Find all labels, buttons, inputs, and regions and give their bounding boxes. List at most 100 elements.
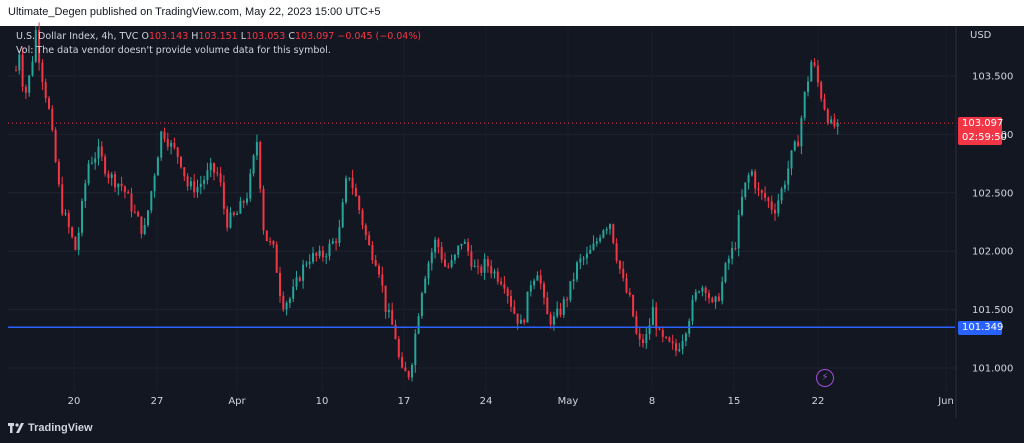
candle-body	[605, 229, 608, 231]
candle-body	[338, 227, 341, 243]
candle-body	[711, 298, 714, 303]
candle-body	[236, 213, 239, 215]
candle-body	[213, 162, 215, 173]
candle-body	[401, 357, 404, 368]
candle-body	[658, 328, 661, 330]
horizontal-line	[8, 122, 955, 328]
candle-body	[813, 62, 816, 66]
candle-body	[543, 283, 545, 298]
candle-body	[526, 291, 529, 323]
candle-body	[186, 176, 189, 187]
candle-body	[226, 208, 229, 228]
candle-body	[552, 316, 555, 325]
candle-body	[312, 252, 314, 262]
candle-body	[793, 141, 796, 151]
candle-body	[665, 336, 668, 338]
time-axis: 20 27 Apr 10 17 24 May 8 15 22 Jun	[68, 396, 954, 407]
candle-body	[110, 174, 113, 178]
lightning-icon[interactable]: ⚡	[816, 369, 834, 387]
candle-body	[407, 371, 410, 378]
candle-body	[724, 263, 727, 282]
candle-body	[642, 339, 644, 344]
candle-body	[305, 263, 308, 265]
candle-body	[539, 275, 542, 284]
candle-body	[127, 191, 130, 194]
candle-body	[698, 291, 701, 293]
candle-body	[203, 179, 206, 184]
candle-body	[519, 319, 522, 324]
brand[interactable]: TradingView	[8, 422, 93, 434]
y-tick-label: 102.000	[972, 247, 1013, 258]
candle-body	[628, 292, 631, 296]
candle-body	[160, 131, 163, 158]
candle-body	[404, 367, 407, 372]
candle-body	[183, 167, 186, 177]
candle-body	[618, 260, 621, 269]
x-tick-label: 8	[649, 396, 655, 407]
candle-body	[826, 109, 829, 123]
candle-body	[760, 190, 763, 193]
x-tick-label: 27	[151, 396, 164, 407]
candle-body	[585, 253, 588, 259]
candle-body	[153, 175, 156, 192]
candle-body	[262, 188, 265, 231]
candle-body	[668, 337, 671, 342]
candle-body	[51, 108, 54, 130]
candle-body	[661, 329, 664, 337]
tradingview-logo-icon	[8, 423, 24, 434]
candle-body	[579, 258, 582, 263]
candle-body	[348, 177, 351, 179]
chart-legend: U.S. Dollar Index, 4h, TVC O103.143 H103…	[16, 31, 421, 42]
candle-body	[48, 98, 50, 109]
candle-body	[77, 232, 80, 251]
candle-body	[493, 271, 496, 274]
candle-body	[315, 252, 318, 256]
candle-body	[582, 258, 585, 260]
candle-body	[638, 333, 641, 340]
volume-note: Vol: The data vendor doesn't provide vol…	[16, 45, 331, 56]
candle-body	[516, 313, 519, 324]
candle-body	[67, 213, 70, 228]
candle-body	[615, 243, 618, 261]
candle-body	[470, 251, 473, 267]
x-tick-label: 10	[316, 396, 329, 407]
candle-body	[645, 334, 648, 344]
candle-body	[569, 281, 572, 300]
candle-body	[265, 230, 268, 241]
candle-body	[279, 272, 281, 296]
candle-body	[84, 183, 87, 202]
candle-body	[44, 82, 47, 99]
candle-body	[589, 249, 592, 254]
candle-body	[371, 245, 374, 261]
candle-body	[708, 293, 710, 299]
candle-body	[625, 278, 628, 293]
candle-body	[117, 183, 120, 188]
candle-body	[318, 250, 321, 256]
chart-area[interactable]	[0, 26, 1024, 418]
candle-body	[721, 281, 724, 301]
candle-body	[797, 141, 800, 147]
candle-body	[417, 316, 420, 334]
candle-body	[523, 319, 526, 323]
candle-body	[635, 316, 638, 334]
candle-body	[242, 201, 245, 203]
candle-body	[295, 277, 298, 287]
candle-body	[209, 162, 212, 171]
candle-body	[453, 254, 456, 261]
candle-body	[143, 224, 146, 235]
candle-body	[193, 181, 196, 193]
candle-body	[803, 91, 806, 118]
candle-body	[536, 275, 539, 281]
candle-body	[457, 245, 460, 255]
candle-body	[411, 365, 413, 378]
candle-body	[272, 240, 275, 245]
candle-body	[394, 324, 397, 340]
candle-body	[447, 266, 450, 268]
candle-body	[727, 258, 730, 264]
candle-body	[133, 211, 136, 213]
candle-body	[288, 298, 291, 303]
candle-body	[562, 299, 565, 315]
candle-body	[602, 230, 605, 238]
candle-body	[176, 147, 179, 157]
